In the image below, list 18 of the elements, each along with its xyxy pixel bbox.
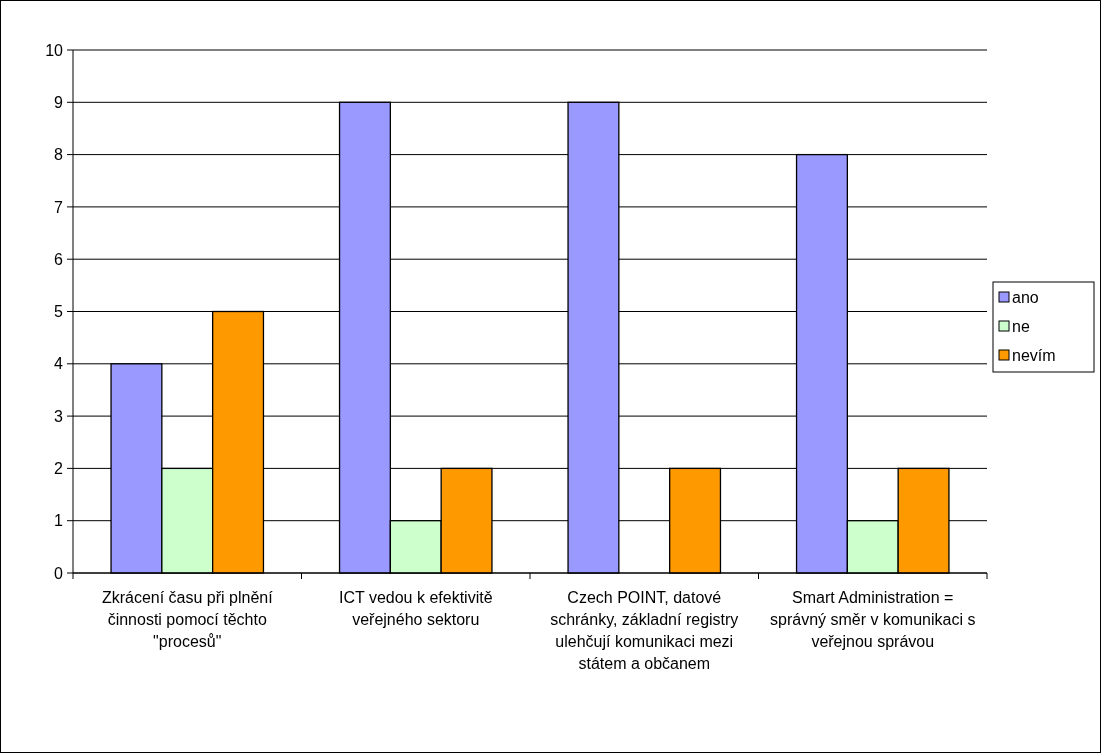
y-tick-label: 8 [54,146,64,164]
legend-label: ano [1012,288,1039,306]
y-tick-label: 2 [54,460,64,477]
y-tick-label: 0 [54,564,64,582]
y-tick-label: 6 [54,250,64,268]
y-tick-label: 9 [54,93,64,111]
y-tick-label: 10 [45,41,64,59]
y-tick-label: 4 [54,355,64,373]
x-tick-label: ICT vedou k efektivitě veřejného sektoru [338,589,493,628]
y-tick-label: 1 [54,512,64,530]
y-tick-label: 5 [54,303,64,321]
y-tick-label: 3 [54,407,64,425]
legend-label: ne [1012,317,1030,335]
x-tick-label: Smart Administration = správný směr v komunikaci s veřejnou správou [770,589,976,650]
y-tick-label: 7 [54,198,64,216]
legend-label: nevím [1012,346,1056,364]
x-tick-label: Zkrácení času při plnění činnosti pomocí těchto "procesů" [101,589,274,650]
x-tick-label: Czech POINT, datové schránky, základní registry ulehčují komunikaci mezi státem a občanem [550,589,739,672]
